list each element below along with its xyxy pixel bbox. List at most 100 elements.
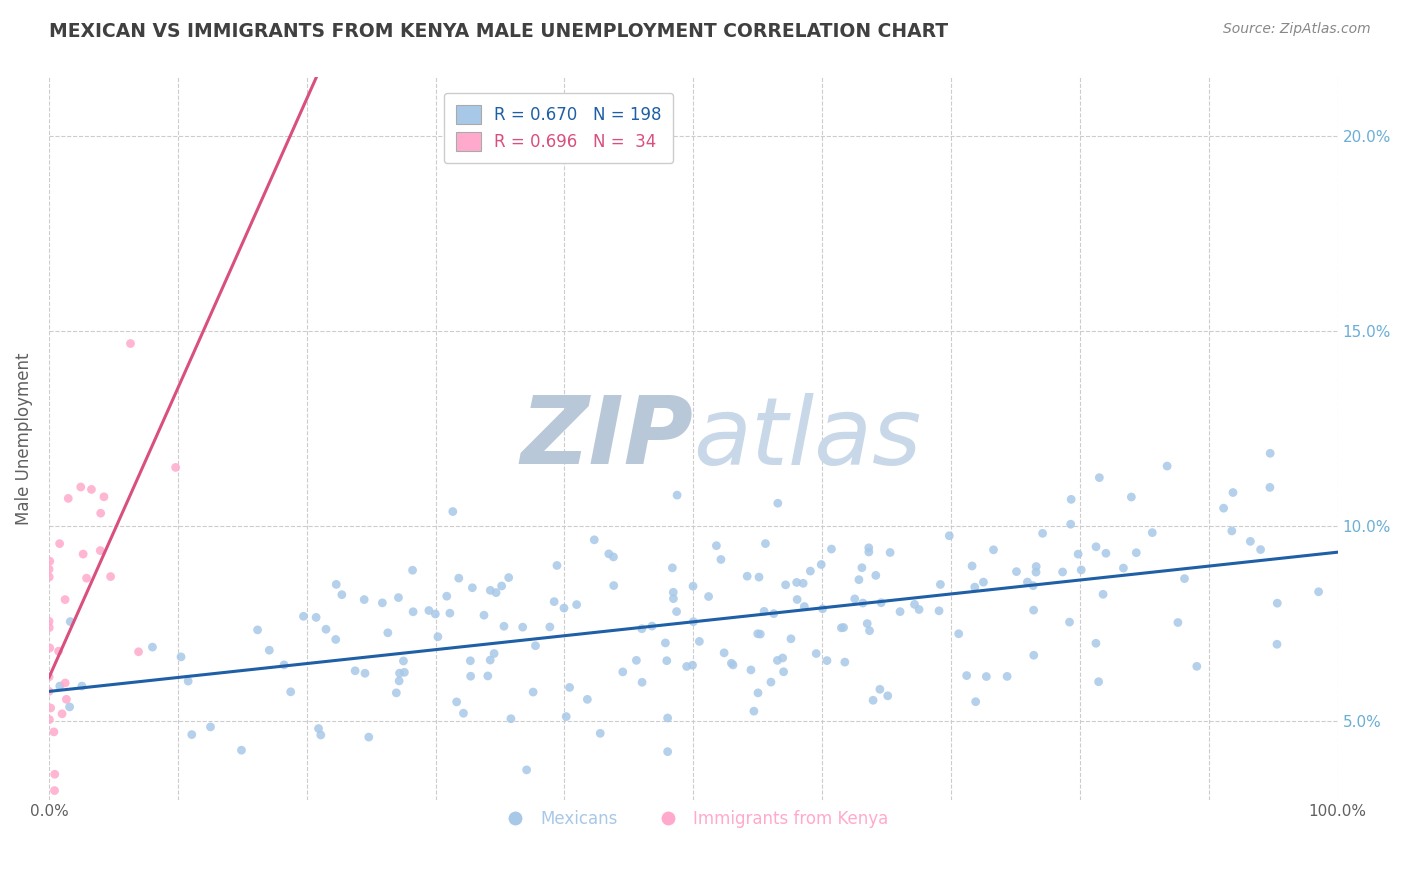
Point	[772, 651, 794, 665]
Point	[976, 669, 998, 683]
Point	[657, 711, 679, 725]
Point	[479, 653, 502, 667]
Point	[72, 547, 94, 561]
Point	[1005, 565, 1028, 579]
Point	[392, 654, 415, 668]
Point	[1121, 490, 1143, 504]
Point	[862, 693, 884, 707]
Point	[524, 639, 547, 653]
Point	[682, 579, 704, 593]
Point	[69, 480, 91, 494]
Point	[93, 490, 115, 504]
Point	[780, 632, 803, 646]
Point	[844, 591, 866, 606]
Point	[344, 664, 367, 678]
Point	[447, 571, 470, 585]
Point	[742, 704, 765, 718]
Legend: Mexicans, Immigrants from Kenya: Mexicans, Immigrants from Kenya	[492, 803, 894, 835]
Point	[461, 581, 484, 595]
Point	[799, 564, 821, 578]
Point	[59, 615, 82, 629]
Point	[371, 596, 394, 610]
Point	[786, 592, 808, 607]
Point	[858, 545, 880, 559]
Point	[49, 679, 72, 693]
Point	[1025, 565, 1047, 579]
Point	[631, 675, 654, 690]
Point	[305, 610, 328, 624]
Point	[120, 336, 142, 351]
Point	[603, 578, 626, 592]
Point	[1308, 584, 1330, 599]
Point	[851, 560, 873, 574]
Point	[446, 695, 468, 709]
Point	[89, 543, 111, 558]
Point	[38, 621, 60, 635]
Point	[889, 605, 911, 619]
Point	[543, 594, 565, 608]
Point	[706, 539, 728, 553]
Point	[908, 602, 931, 616]
Point	[848, 573, 870, 587]
Point	[401, 563, 423, 577]
Point	[460, 654, 482, 668]
Point	[44, 783, 66, 797]
Point	[538, 620, 561, 634]
Point	[1258, 446, 1281, 460]
Point	[292, 609, 315, 624]
Point	[309, 728, 332, 742]
Point	[70, 679, 93, 693]
Point	[522, 685, 544, 699]
Point	[793, 599, 815, 614]
Point	[879, 545, 901, 559]
Point	[740, 663, 762, 677]
Point	[38, 554, 60, 568]
Text: Source: ZipAtlas.com: Source: ZipAtlas.com	[1223, 22, 1371, 37]
Point	[555, 709, 578, 723]
Point	[38, 670, 60, 684]
Point	[177, 674, 200, 689]
Point	[439, 606, 461, 620]
Point	[766, 653, 789, 667]
Point	[1265, 596, 1288, 610]
Point	[436, 589, 458, 603]
Point	[418, 603, 440, 617]
Point	[231, 743, 253, 757]
Point	[1060, 492, 1083, 507]
Point	[762, 607, 785, 621]
Point	[39, 812, 62, 826]
Point	[259, 643, 281, 657]
Point	[58, 700, 80, 714]
Point	[852, 596, 875, 610]
Point	[928, 604, 950, 618]
Point	[441, 505, 464, 519]
Point	[100, 569, 122, 583]
Point	[865, 568, 887, 582]
Point	[491, 579, 513, 593]
Point	[1092, 587, 1115, 601]
Point	[666, 488, 689, 502]
Point	[45, 809, 67, 823]
Point	[662, 585, 685, 599]
Point	[960, 559, 983, 574]
Point	[479, 583, 502, 598]
Point	[1025, 559, 1047, 574]
Point	[1032, 526, 1054, 541]
Point	[44, 767, 66, 781]
Point	[598, 547, 620, 561]
Point	[315, 622, 337, 636]
Point	[1167, 615, 1189, 630]
Point	[735, 569, 758, 583]
Point	[388, 673, 411, 688]
Point	[38, 615, 60, 629]
Point	[516, 763, 538, 777]
Point	[1185, 659, 1208, 673]
Point	[558, 681, 581, 695]
Point	[929, 577, 952, 591]
Point	[589, 726, 612, 740]
Point	[128, 645, 150, 659]
Point	[330, 588, 353, 602]
Point	[688, 634, 710, 648]
Point	[1265, 637, 1288, 651]
Point	[477, 669, 499, 683]
